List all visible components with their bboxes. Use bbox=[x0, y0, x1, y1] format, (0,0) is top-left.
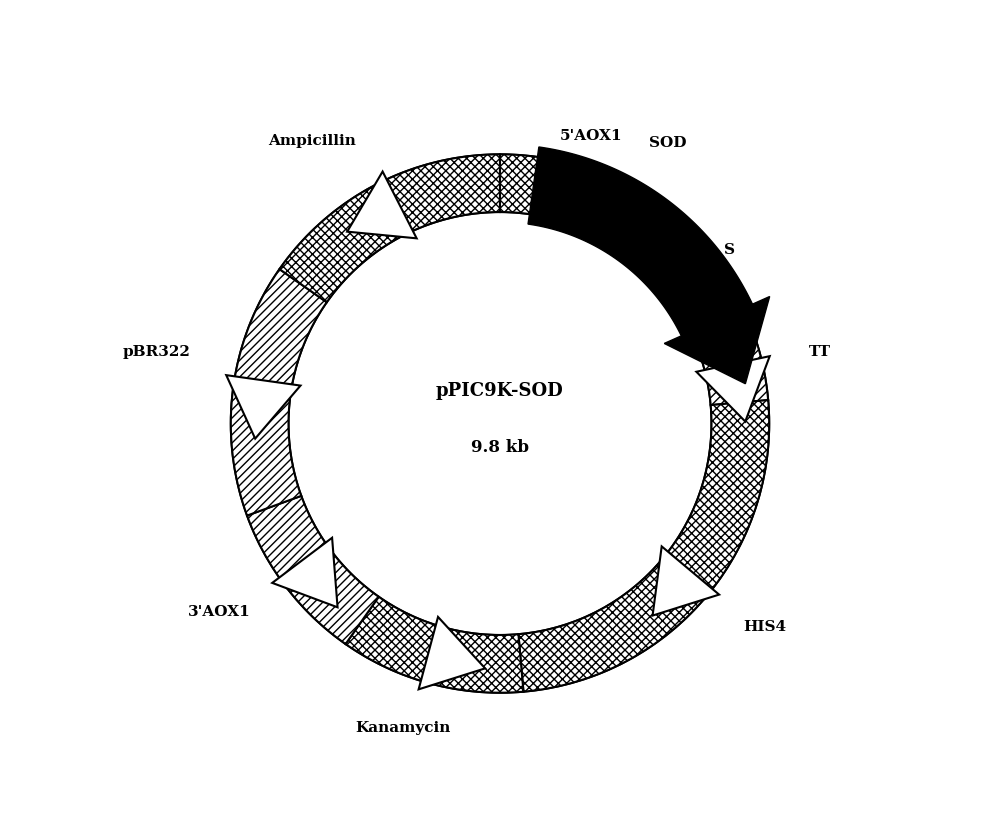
Polygon shape bbox=[231, 269, 327, 516]
Polygon shape bbox=[664, 297, 770, 384]
Text: pBR322: pBR322 bbox=[123, 346, 191, 359]
Polygon shape bbox=[528, 147, 755, 341]
Text: SOD: SOD bbox=[649, 136, 686, 151]
Polygon shape bbox=[653, 546, 719, 615]
Polygon shape bbox=[696, 356, 770, 421]
Polygon shape bbox=[500, 154, 700, 282]
Polygon shape bbox=[272, 538, 338, 607]
Polygon shape bbox=[247, 496, 379, 644]
Polygon shape bbox=[347, 171, 417, 238]
Text: TT: TT bbox=[809, 346, 831, 359]
Text: 5'AOX1: 5'AOX1 bbox=[559, 129, 622, 143]
Text: HIS4: HIS4 bbox=[743, 620, 786, 634]
Polygon shape bbox=[606, 191, 753, 351]
Text: 9.8 kb: 9.8 kb bbox=[471, 439, 529, 456]
Wedge shape bbox=[231, 154, 769, 693]
Polygon shape bbox=[657, 244, 733, 318]
Polygon shape bbox=[518, 400, 769, 692]
Text: S: S bbox=[724, 243, 735, 257]
Polygon shape bbox=[699, 332, 768, 405]
Polygon shape bbox=[419, 617, 485, 689]
Polygon shape bbox=[346, 597, 523, 693]
Text: Kanamycin: Kanamycin bbox=[356, 720, 451, 734]
Polygon shape bbox=[280, 154, 500, 302]
Text: pPIC9K-SOD: pPIC9K-SOD bbox=[436, 382, 564, 400]
Polygon shape bbox=[226, 375, 300, 438]
Text: Ampicillin: Ampicillin bbox=[268, 134, 356, 148]
Text: 3'AOX1: 3'AOX1 bbox=[188, 605, 250, 619]
